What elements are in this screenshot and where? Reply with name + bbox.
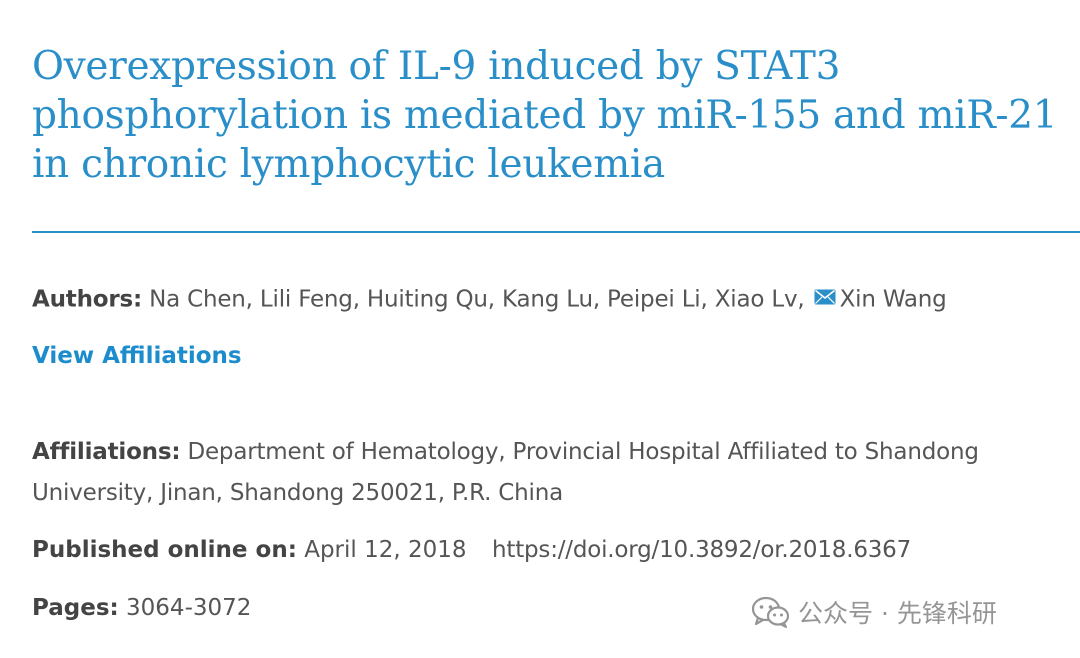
affiliations-text: Department of Hematology, Provincial Hos… — [32, 439, 979, 506]
pages-range: 3064-3072 — [126, 595, 252, 621]
affiliations-label: Affiliations: — [32, 439, 181, 465]
published-label: Published online on: — [32, 537, 297, 563]
authors-label: Authors: — [32, 286, 142, 313]
authors-names: Na Chen, Lili Feng, Huiting Qu, Kang Lu,… — [149, 286, 805, 313]
title-divider — [32, 231, 1080, 233]
view-affiliations-link[interactable]: View Affiliations — [32, 343, 242, 369]
published-line: Published online on: April 12, 2018 — [32, 530, 467, 570]
published-date: April 12, 2018 — [304, 537, 467, 563]
watermark: 公众号 · 先锋科研 — [752, 592, 997, 632]
authors-line: Authors: Na Chen, Lili Feng, Huiting Qu,… — [32, 278, 947, 322]
wechat-icon — [752, 596, 790, 628]
article-title: Overexpression of IL-9 induced by STAT3 … — [32, 44, 1058, 187]
corresponding-author[interactable]: Xin Wang — [839, 286, 947, 313]
watermark-text: 公众号 · 先锋科研 — [798, 599, 997, 628]
pages-label: Pages: — [32, 595, 119, 621]
mail-icon[interactable] — [814, 278, 836, 318]
doi-link[interactable]: https://doi.org/10.3892/or.2018.6367 — [492, 537, 912, 563]
affiliations-block: Affiliations: Department of Hematology, … — [32, 432, 1042, 514]
pages-line: Pages: 3064-3072 — [32, 588, 251, 628]
